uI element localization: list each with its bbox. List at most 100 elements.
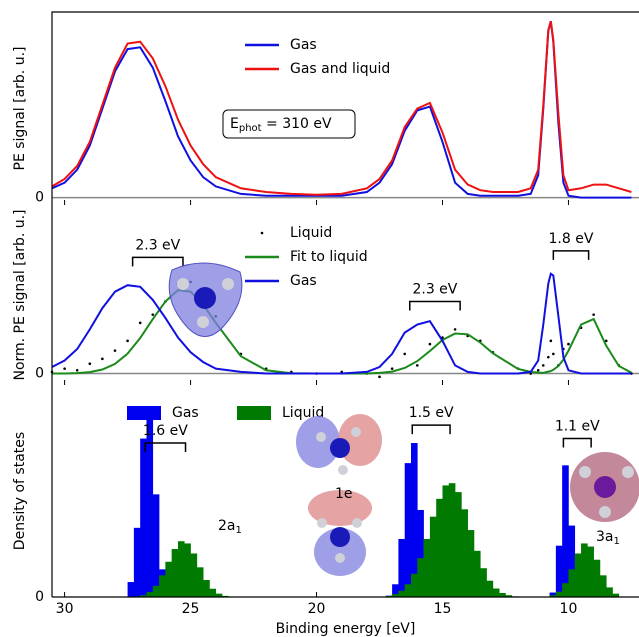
data-dot [550, 340, 553, 343]
histogram-bar [165, 562, 172, 597]
legend-label: Gas [290, 273, 317, 289]
histogram-bar [442, 485, 449, 597]
histogram-bar [468, 530, 475, 597]
data-line [52, 274, 631, 374]
x-tick-label: 20 [308, 601, 326, 617]
histogram-bar [178, 541, 185, 597]
bracket-label: 2.3 eV [412, 282, 457, 298]
x-tick-label: 30 [56, 601, 74, 617]
histogram-bar [203, 580, 210, 597]
data-dot [391, 367, 394, 370]
bracket [553, 251, 588, 260]
orbital-label: 1e [335, 486, 353, 502]
histogram-bar [436, 499, 443, 597]
legend-label: Fit to liquid [290, 249, 368, 265]
histogram-bar [172, 549, 179, 597]
orbital-label: 2a1 [218, 518, 242, 536]
histogram-bar [411, 574, 418, 597]
histogram-bar [197, 567, 204, 597]
bracket [410, 302, 460, 311]
histogram-bar [499, 593, 506, 597]
data-dot [552, 353, 555, 356]
data-dot [76, 369, 79, 372]
histogram-bar [405, 584, 412, 597]
x-axis-label: Binding energy [eV] [276, 621, 416, 637]
bracket-label: 1.5 eV [409, 405, 454, 421]
histogram-bar [562, 465, 569, 597]
histogram-bar [159, 575, 166, 597]
y-tick-label: 0 [35, 589, 44, 605]
molecule-1e-lower [308, 490, 372, 576]
histogram-bar [562, 583, 569, 597]
data-dot [88, 362, 91, 365]
data-dot [542, 364, 545, 367]
y-axis-label: Density of states [12, 432, 28, 550]
data-dot [592, 313, 595, 316]
histogram-bar [587, 547, 594, 597]
bracket [133, 257, 183, 266]
histogram-bar [556, 592, 563, 597]
data-line [52, 290, 631, 373]
histogram-bar [153, 494, 160, 597]
data-dot [378, 376, 381, 379]
data-dot [547, 356, 550, 359]
histogram-bar [455, 492, 462, 597]
legend-swatch [237, 406, 271, 420]
y-tick-label: 0 [35, 190, 44, 206]
histogram-bar [568, 569, 575, 597]
histogram-bar [184, 543, 191, 597]
x-tick-label: 15 [434, 601, 452, 617]
y-axis-label: PE signal [arb. u.] [12, 47, 28, 171]
bracket-label: 1.8 eV [549, 231, 594, 247]
data-dot [567, 343, 570, 346]
orbital-label: 3a1 [596, 529, 620, 547]
legend-swatch [261, 232, 264, 235]
bracket-label: 2.3 eV [135, 237, 180, 253]
histogram-bar [134, 528, 141, 597]
legend-label: Gas [290, 37, 317, 53]
histogram-bar [417, 558, 424, 597]
legend-label: Gas [172, 405, 199, 421]
data-dot [429, 343, 432, 346]
histogram-bar [556, 546, 563, 597]
legend-swatch [127, 406, 161, 420]
data-dot [114, 349, 117, 352]
histogram-bar [480, 568, 487, 597]
molecule-1e-upper [296, 414, 382, 475]
histogram-bar [600, 575, 607, 597]
x-tick-label: 10 [560, 601, 578, 617]
legend-label: Gas and liquid [290, 61, 390, 77]
bracket-label: 1.1 eV [555, 419, 600, 435]
molecule-3a1 [570, 452, 639, 522]
histogram-bar [191, 553, 198, 597]
histogram-bar [140, 439, 147, 597]
histogram-bar [606, 587, 613, 597]
histogram-bar [153, 586, 160, 597]
histogram-bar [424, 539, 431, 597]
y-tick-label: 0 [35, 366, 44, 382]
histogram-bar [209, 589, 216, 597]
histogram-bar [398, 591, 405, 597]
x-tick-label: 25 [182, 601, 200, 617]
legend-label: Liquid [290, 225, 332, 241]
data-dot [454, 328, 457, 331]
data-dot [403, 353, 406, 356]
histogram-bar [461, 509, 468, 597]
histogram-bar [474, 551, 481, 597]
data-line [52, 21, 631, 197]
histogram-bar [581, 543, 588, 597]
data-dot [101, 358, 104, 361]
histogram-bar [398, 539, 405, 597]
histogram-bar [594, 560, 601, 597]
bracket [412, 425, 450, 434]
data-dot [63, 367, 66, 370]
y-axis-label: Norm. PE signal [arb. u.] [12, 209, 28, 380]
histogram-bar [405, 463, 412, 597]
data-dot [416, 364, 419, 367]
data-dot [537, 369, 540, 372]
histogram-bar [487, 581, 494, 597]
figure: PE signal [arb. u.] 0 Gas Gas and liquid Nor… [0, 0, 639, 637]
bracket-label: 1.6 eV [143, 423, 188, 439]
histogram-bar [146, 592, 153, 597]
histogram-bar [575, 553, 582, 597]
